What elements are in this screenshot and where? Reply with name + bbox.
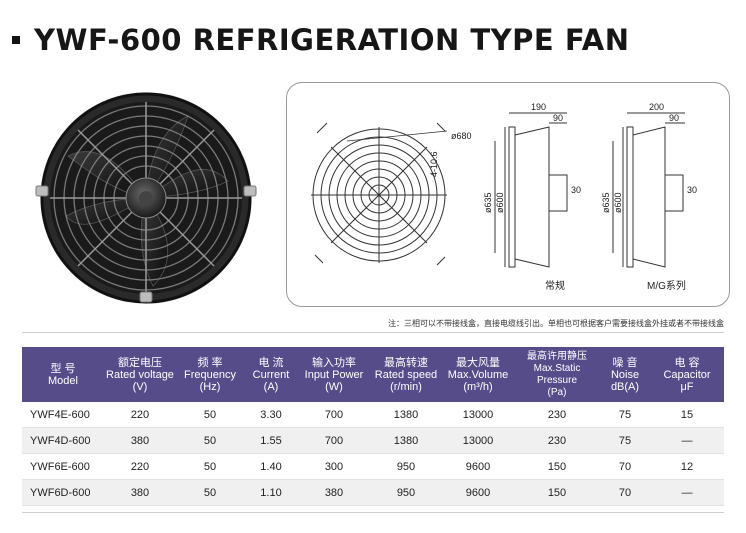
dim-90-b: 90 — [669, 113, 679, 123]
th-max-static-pressure: 最高许用静压 Max.Static Pressure (Pa) — [514, 347, 600, 402]
cell-noise: 70 — [600, 453, 650, 480]
cell-current: 3.30 — [244, 402, 298, 428]
th-rated-voltage: 额定电压 Rated voltage (V) — [104, 347, 176, 402]
cell-model: YWF4D-600 — [22, 427, 104, 454]
dim-d600-a: ø600 — [495, 192, 505, 213]
dim-d600-b: ø600 — [613, 192, 623, 213]
cell-noise: 75 — [600, 402, 650, 428]
th-noise: 噪 音 Noise dB(A) — [600, 347, 650, 402]
cell-current: 1.40 — [244, 453, 298, 480]
cell-max-static-pressure: 230 — [514, 427, 600, 454]
dim-r4: 4-10.6 — [429, 151, 439, 177]
cell-capacitor: 15 — [650, 402, 724, 428]
label-regular: 常规 — [545, 279, 565, 292]
cell-capacitor: — — [650, 479, 724, 506]
table-row: YWF4D-600 380 50 1.55 700 1380 13000 230… — [22, 427, 724, 454]
dim-90-a: 90 — [553, 113, 563, 123]
cell-frequency: 50 — [176, 453, 244, 480]
cell-input-power: 700 — [298, 427, 370, 454]
label-mg-series: M/G系列 — [647, 279, 686, 292]
page-header: YWF-600 REFRIGERATION TYPE FAN — [12, 20, 630, 60]
dim-30-a: 30 — [571, 185, 581, 195]
cell-noise: 75 — [600, 427, 650, 454]
divider-bottom — [22, 512, 724, 513]
cell-frequency: 50 — [176, 427, 244, 454]
cell-capacitor: — — [650, 427, 724, 454]
table-row: YWF4E-600 220 50 3.30 700 1380 13000 230… — [22, 402, 724, 428]
cell-rated-voltage: 220 — [104, 402, 176, 428]
cell-model: YWF6E-600 — [22, 453, 104, 480]
cell-capacitor: 12 — [650, 453, 724, 480]
cell-max-volume: 9600 — [442, 453, 514, 480]
th-capacitor: 电 容 Capacitor μF — [650, 347, 724, 402]
cell-max-static-pressure: 150 — [514, 479, 600, 506]
cell-model: YWF6D-600 — [22, 479, 104, 506]
th-input-power: 输入功率 Input Power (W) — [298, 347, 370, 402]
th-model: 型 号 Model — [22, 347, 104, 402]
cell-input-power: 700 — [298, 402, 370, 428]
cell-input-power: 300 — [298, 453, 370, 480]
dim-d635-b: ø635 — [601, 192, 611, 213]
table-row: YWF6D-600 380 50 1.10 380 950 9600 150 7… — [22, 479, 724, 506]
cell-model: YWF4E-600 — [22, 402, 104, 428]
footnote: 注：三相可以不带接线盒，直接电缆线引出。单相也可根据客户需要接线盒外挂或者不带接… — [388, 319, 724, 328]
th-frequency: 频 率 Frequency (Hz) — [176, 347, 244, 402]
cell-rated-speed: 1380 — [370, 427, 442, 454]
th-current: 电 流 Current (A) — [244, 347, 298, 402]
dim-190: 190 — [531, 102, 546, 112]
dim-200: 200 — [649, 102, 664, 112]
dimension-drawing-svg: ø680 4-10.6 190 90 30 ø635 ø600 常规 200 — [311, 102, 697, 292]
page-title: YWF-600 REFRIGERATION TYPE FAN — [34, 23, 630, 57]
fan-product-photo — [35, 92, 257, 304]
cell-current: 1.55 — [244, 427, 298, 454]
th-rated-speed: 最高转速 Rated speed (r/min) — [370, 347, 442, 402]
cell-rated-speed: 950 — [370, 453, 442, 480]
dim-d680: ø680 — [451, 131, 472, 141]
cell-rated-voltage: 380 — [104, 479, 176, 506]
cell-rated-speed: 1380 — [370, 402, 442, 428]
spec-table: 型 号 Model 额定电压 Rated voltage (V) 频 率 Frequen… — [22, 347, 724, 506]
table-header-row: 型 号 Model 额定电压 Rated voltage (V) 频 率 Frequen… — [22, 347, 724, 402]
cell-max-static-pressure: 230 — [514, 402, 600, 428]
cell-noise: 70 — [600, 479, 650, 506]
dim-30-b: 30 — [687, 185, 697, 195]
cell-rated-speed: 950 — [370, 479, 442, 506]
cell-frequency: 50 — [176, 402, 244, 428]
cell-max-volume: 13000 — [442, 402, 514, 428]
cell-max-volume: 13000 — [442, 427, 514, 454]
cell-max-volume: 9600 — [442, 479, 514, 506]
cell-rated-voltage: 380 — [104, 427, 176, 454]
divider-top — [22, 332, 724, 333]
cell-rated-voltage: 220 — [104, 453, 176, 480]
cell-frequency: 50 — [176, 479, 244, 506]
title-bullet — [12, 36, 20, 44]
cell-max-static-pressure: 150 — [514, 453, 600, 480]
table-row: YWF6E-600 220 50 1.40 300 950 9600 150 7… — [22, 453, 724, 480]
cell-input-power: 380 — [298, 479, 370, 506]
dim-d635-a: ø635 — [483, 192, 493, 213]
cell-current: 1.10 — [244, 479, 298, 506]
th-max-volume: 最大风量 Max.Volume (m³/h) — [442, 347, 514, 402]
dimension-drawing: ø680 4-10.6 190 90 30 ø635 ø600 常规 200 — [286, 82, 730, 307]
